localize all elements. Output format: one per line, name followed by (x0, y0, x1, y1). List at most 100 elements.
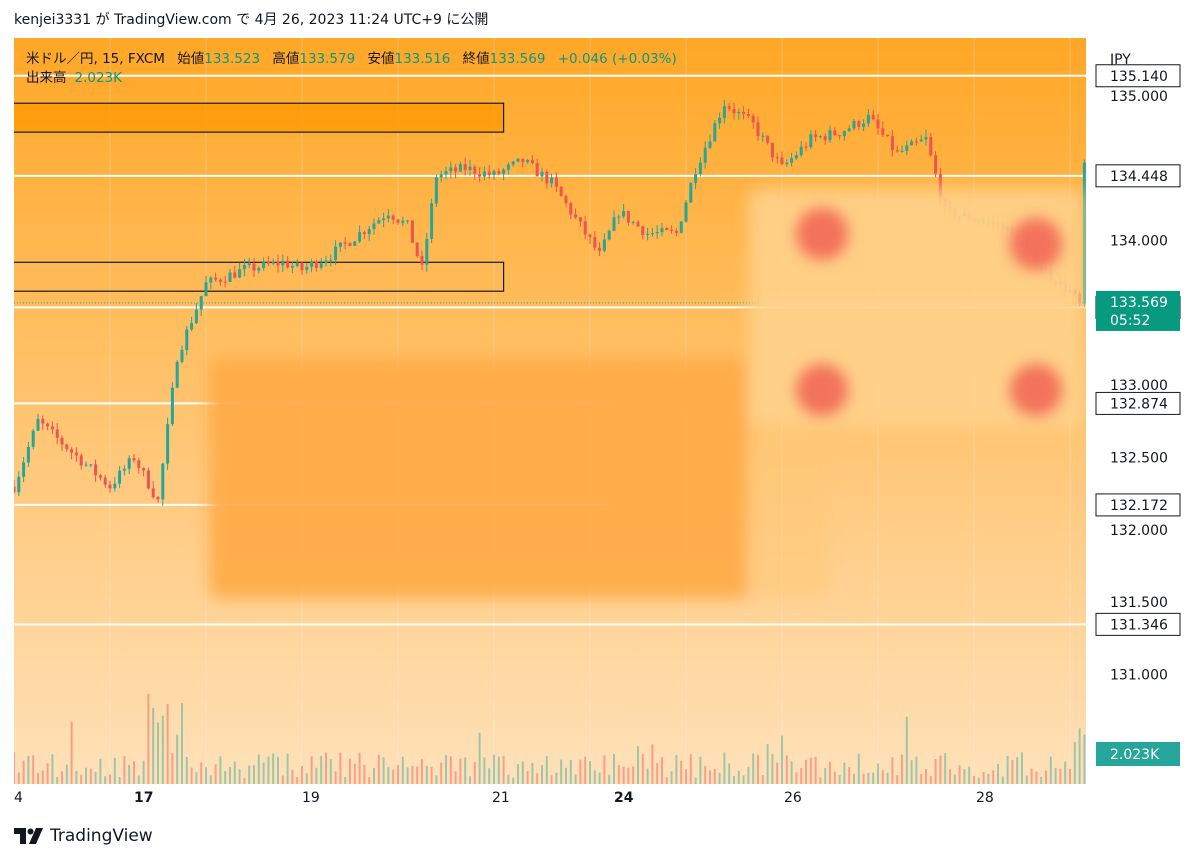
volume-bar (315, 767, 318, 784)
volume-bar (795, 772, 798, 784)
volume-bar (368, 777, 371, 784)
volume-bar (214, 764, 217, 784)
volume-bar (502, 756, 505, 784)
candle-body (818, 136, 822, 138)
volume-last-label: 2.023K (1110, 747, 1160, 763)
candle-body (65, 444, 69, 450)
volume-bar (905, 716, 908, 784)
volume-bar (1025, 775, 1028, 784)
candle-body (924, 136, 928, 140)
candle-body (367, 229, 371, 234)
volume-bar (397, 765, 399, 784)
candle-body (194, 309, 198, 324)
volume-bar (185, 756, 188, 784)
candle-body (228, 272, 232, 282)
volume-bar (1035, 771, 1038, 784)
candle-body (540, 171, 544, 177)
candle-body (262, 261, 266, 268)
candle-body (809, 134, 813, 148)
volume-bar (152, 707, 155, 784)
candle-body (276, 261, 280, 266)
candle-body (857, 120, 861, 127)
candle-body (646, 233, 650, 236)
price-axis-background[interactable] (1086, 38, 1186, 810)
volume-bar (872, 772, 875, 784)
volume-bar (464, 757, 467, 784)
volume-bar (651, 744, 654, 784)
volume-bar (910, 760, 913, 784)
candle-body (46, 423, 50, 427)
volume-bar (157, 722, 159, 784)
blurred-overlays (209, 188, 1084, 598)
candle-body (698, 162, 702, 175)
volume-bar (521, 761, 524, 784)
candle-body (847, 128, 851, 132)
candle-body (343, 242, 347, 244)
time-axis-background[interactable] (14, 784, 1086, 810)
candle-body (122, 468, 126, 471)
price-chart[interactable]: JPY 135.000134.000133.000132.500132.0001… (14, 38, 1186, 810)
volume-bar (733, 775, 735, 784)
line-label-box (1095, 391, 1181, 415)
y-tick-label: 132.500 (1110, 451, 1168, 467)
candle-body (382, 218, 386, 221)
candle-body (890, 136, 894, 151)
volume-bar (781, 735, 783, 784)
volume-bar (301, 766, 303, 784)
candle-body (84, 464, 88, 466)
volume-bar (507, 774, 510, 784)
volume-bar (805, 759, 807, 784)
candle-body (674, 230, 678, 233)
candle-body (722, 106, 726, 118)
volume-bar (37, 772, 39, 784)
volume-bar (838, 774, 841, 784)
volume-bar (205, 767, 207, 784)
volume-bar (421, 759, 423, 784)
candle-body (434, 177, 438, 204)
candle-body (74, 452, 78, 456)
volume-bar (161, 715, 164, 784)
volume-bar (968, 766, 971, 784)
candle-body (775, 157, 779, 159)
candle-body (266, 261, 270, 264)
candle-body (36, 418, 40, 431)
volume-bar (747, 767, 750, 784)
candle-body (550, 177, 554, 184)
volume-bar (886, 772, 889, 784)
line-label: 135.140 (1110, 69, 1168, 85)
volume-bar (646, 768, 649, 784)
candle-body (185, 329, 189, 350)
candle-body (113, 483, 117, 489)
candle-body (492, 171, 496, 175)
volume-bar (1045, 770, 1047, 784)
volume-bar (685, 769, 687, 784)
tradingview-footer[interactable]: TradingView (14, 823, 153, 849)
candle-body (362, 232, 366, 234)
volume-bar (1049, 756, 1052, 784)
candle-body (391, 215, 395, 220)
candle-body (132, 458, 136, 461)
volume-bar (992, 770, 995, 784)
candle-body (41, 418, 45, 424)
volume-bar (862, 773, 865, 784)
volume-bar (982, 772, 985, 784)
volume-bar (445, 755, 447, 784)
x-tick-label: 21 (492, 790, 510, 806)
volume-bar (219, 756, 222, 784)
candle-body (103, 477, 107, 485)
volume-bar (963, 769, 966, 784)
zone-boxes[interactable] (14, 102, 505, 292)
volume-bar (339, 752, 342, 784)
volume-bar (272, 753, 275, 784)
volume-bar (449, 756, 452, 784)
candle-body (641, 226, 645, 236)
candle-body (919, 139, 923, 142)
volume-bar (819, 777, 822, 784)
candle-body (468, 166, 472, 171)
candle-body (790, 158, 794, 163)
line-label-box (1095, 64, 1181, 88)
volume-bar (133, 761, 135, 784)
candle-body (386, 215, 390, 219)
chart-area[interactable]: JPY 135.000 134.000 133.000 132.500 132.000 1… (14, 38, 1186, 810)
volume-bar (305, 773, 308, 784)
